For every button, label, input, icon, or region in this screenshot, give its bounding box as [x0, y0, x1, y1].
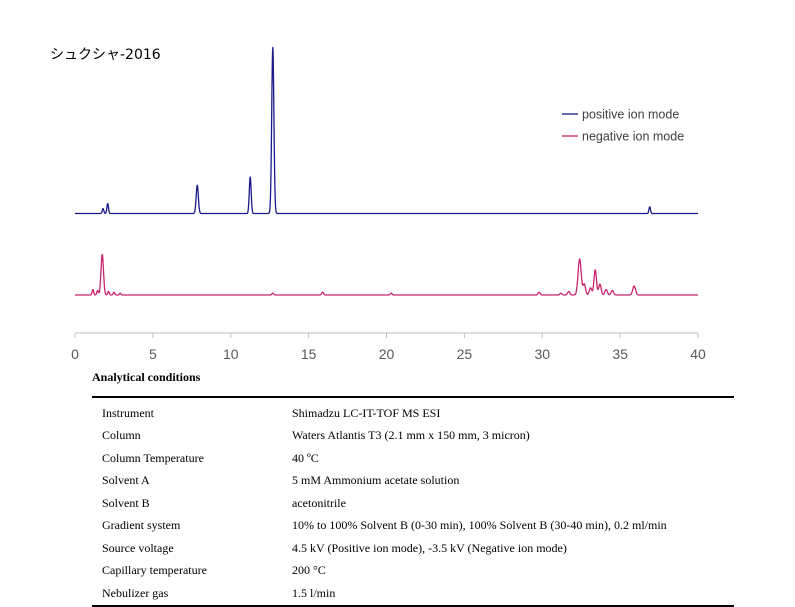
series-line-negative	[74, 253, 699, 296]
condition-label: Solvent B	[102, 495, 150, 510]
x-tick-label: 20	[379, 346, 395, 362]
condition-value: 40 ºC	[292, 450, 319, 465]
condition-value: 200 °C	[292, 563, 326, 578]
chromatogram-traces	[74, 46, 699, 296]
table-row: Gradient system 10% to 100% Solvent B (0-…	[92, 515, 734, 538]
condition-value: 10% to 100% Solvent B (0-30 min), 100% S…	[292, 518, 667, 533]
x-tick-label: 5	[149, 346, 157, 362]
condition-label: Instrument	[102, 405, 154, 420]
table-row: Solvent B acetonitrile	[92, 492, 734, 515]
condition-label: Nebulizer gas	[102, 585, 169, 600]
condition-value: 5 mM Ammonium acetate solution	[292, 473, 460, 488]
x-tick-label: 15	[301, 346, 317, 362]
table-row: Column Temperature 40 ºC	[92, 447, 734, 470]
x-tick-label: 30	[534, 346, 550, 362]
conditions-heading: Analytical conditions	[92, 370, 201, 384]
x-tick-label: 40	[690, 346, 706, 362]
table-row: Solvent A 5 mM Ammonium acetate solution	[92, 470, 734, 493]
x-tick-label: 25	[457, 346, 473, 362]
table-row: Instrument Shimadzu LC-IT-TOF MS ESI	[92, 397, 734, 425]
condition-value: acetonitrile	[292, 495, 346, 510]
condition-value: Waters Atlantis T3 (2.1 mm x 150 mm, 3 m…	[292, 428, 530, 443]
condition-label: Column	[102, 428, 141, 443]
analytical-conditions: Analytical conditions Instrument Shimadzu…	[92, 370, 734, 607]
table-row: Capillary temperature 200 °C	[92, 560, 734, 583]
x-axis-ticks: 0 5 10 15 20 25 30 35 40	[71, 333, 706, 362]
x-tick-label: 10	[223, 346, 239, 362]
chromatogram-chart: シュクシャ-2016 0 5 10 15 20 25 30 35 40 positive ion…	[50, 46, 706, 362]
condition-label: Column Temperature	[102, 450, 204, 465]
condition-value: 4.5 kV (Positive ion mode), -3.5 kV (Neg…	[292, 540, 567, 555]
table-row: Column Waters Atlantis T3 (2.1 mm x 150 m…	[92, 425, 734, 448]
condition-label: Solvent A	[102, 473, 150, 488]
table-row: Source voltage 4.5 kV (Positive ion mode)…	[92, 537, 734, 560]
legend-label-negative: negative ion mode	[582, 130, 684, 144]
condition-value: 1.5 l/min	[292, 585, 336, 600]
condition-label: Source voltage	[102, 540, 174, 555]
condition-value: Shimadzu LC-IT-TOF MS ESI	[292, 405, 441, 420]
series-line-positive	[74, 46, 699, 215]
x-tick-label: 35	[612, 346, 628, 362]
condition-label: Capillary temperature	[102, 563, 207, 578]
condition-label: Gradient system	[102, 518, 181, 533]
legend-label-positive: positive ion mode	[582, 108, 679, 122]
chart-title: シュクシャ-2016	[50, 47, 161, 63]
table-row: Nebulizer gas 1.5 l/min	[92, 582, 734, 606]
x-tick-label: 0	[71, 346, 79, 362]
conditions-table: Instrument Shimadzu LC-IT-TOF MS ESI Colum…	[92, 396, 734, 607]
legend: positive ion mode negative ion mode	[562, 108, 684, 144]
